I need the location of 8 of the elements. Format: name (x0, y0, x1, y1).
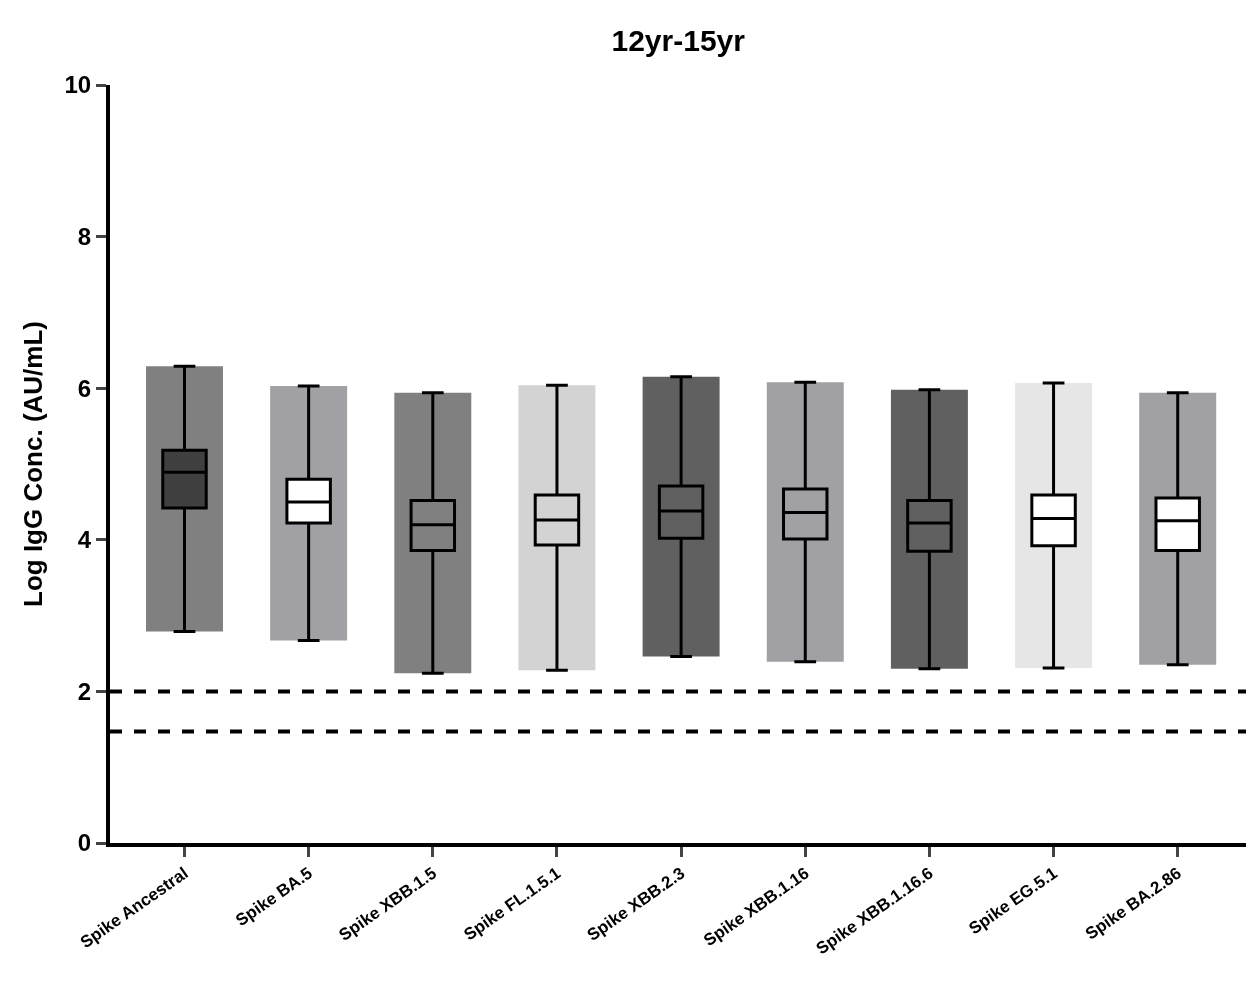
y-tick-label: 4 (77, 526, 92, 554)
y-tick-label: 0 (77, 829, 92, 857)
y-tick-label: 10 (64, 71, 92, 99)
y-tick-label: 8 (77, 223, 92, 250)
y-tick-label: 6 (77, 374, 92, 402)
chart-title: 12yr-15yr (611, 24, 746, 58)
y-axis-title: Log IgG Conc. (AU/mL) (18, 321, 49, 607)
y-tick-label: 2 (77, 677, 92, 705)
